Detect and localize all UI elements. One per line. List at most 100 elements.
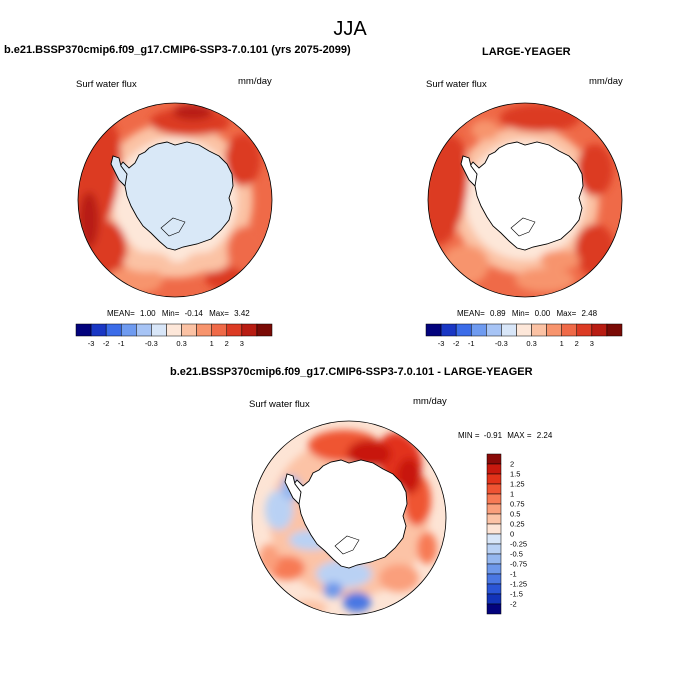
diff-colorbar-label: -0.25	[510, 540, 527, 549]
right-colorbar-box	[425, 323, 442, 337]
diff-peninsula	[284, 473, 302, 505]
right-colorbar-box	[606, 323, 623, 337]
left-colorbar-box	[226, 323, 243, 337]
right-polar-map	[427, 102, 623, 298]
left-mean-label: MEAN=	[107, 309, 135, 318]
left-stats: MEAN= 1.00 Min= -0.14 Max= 3.42	[107, 309, 250, 318]
left-colorbar-box	[166, 323, 182, 337]
diff-colorbar-box	[486, 463, 502, 475]
left-colorbar-box	[256, 323, 273, 337]
left-colorbar-box	[181, 323, 197, 337]
left-peninsula	[110, 155, 128, 187]
left-colorbar-label: -3	[88, 339, 95, 348]
left-colorbar-label: 0.3	[176, 339, 186, 348]
right-colorbar-box	[440, 323, 457, 337]
diff-colorbar-label: -0.75	[510, 560, 527, 569]
diff-colorbar-box	[486, 603, 502, 615]
diff-colorbar-box	[486, 583, 502, 595]
right-colorbar-box	[561, 323, 578, 337]
left-colorbar-box	[241, 323, 258, 337]
right-colorbar-box	[591, 323, 608, 337]
diff-colorbar-box	[486, 533, 502, 545]
diff-field-patch	[323, 582, 343, 598]
left-units-label: mm/day	[238, 76, 272, 87]
left-mean-value: 1.00	[140, 309, 156, 318]
left-colorbar-box	[211, 323, 228, 337]
diff-polar-map	[251, 420, 447, 616]
right-colorbar-box	[486, 323, 502, 337]
diff-colorbar-box	[486, 573, 502, 585]
right-colorbar-label: 3	[590, 339, 594, 348]
diff-colorbar-box	[486, 563, 502, 575]
diff-colorbar: 21.51.2510.750.50.250-0.25-0.5-0.75-1-1.…	[486, 453, 527, 615]
diff-colorbar-box	[486, 543, 502, 555]
left-variable-label: Surf water flux	[76, 79, 137, 90]
left-colorbar-label: -0.3	[145, 339, 158, 348]
diff-ross-shelf	[334, 535, 360, 555]
left-ross-shelf	[160, 217, 186, 237]
diff-colorbar-label: 0.5	[510, 510, 520, 519]
right-colorbar-box	[455, 323, 472, 337]
diff-colorbar-box	[486, 523, 502, 535]
diff-field-patch	[417, 532, 437, 564]
right-min-value: 0.00	[534, 309, 551, 318]
diff-colorbar-label: -1.5	[510, 590, 523, 599]
left-colorbar-box	[196, 323, 212, 337]
left-colorbar-label: 3	[240, 339, 244, 348]
right-mean-label: MEAN=	[457, 309, 485, 318]
diff-colorbar-label: 1	[510, 490, 514, 499]
diff-min-label: MIN =	[458, 431, 480, 440]
diff-colorbar-label: -1	[510, 570, 517, 579]
diff-field-patch	[379, 564, 419, 592]
diff-max-label: MAX =	[507, 431, 532, 440]
diff-max-value: 2.24	[536, 431, 553, 440]
right-field-patch	[471, 120, 499, 140]
diff-colorbar-box	[486, 493, 502, 505]
right-colorbar-box	[576, 323, 593, 337]
left-field-patch	[123, 252, 171, 272]
left-field-patch	[79, 192, 99, 248]
diff-min-value: -0.91	[483, 431, 503, 440]
left-colorbar: -3 -2 -1 -0.3 0.3 1 2 3	[75, 323, 273, 348]
right-colorbar-box	[531, 323, 547, 337]
left-colorbar-box	[90, 323, 107, 337]
diff-colorbar-label: 1.25	[510, 480, 525, 489]
left-field-patch	[225, 134, 261, 186]
left-colorbar-label: 1	[210, 339, 214, 348]
left-colorbar-box	[105, 323, 122, 337]
left-colorbar-label: -1	[118, 339, 125, 348]
right-colorbar-label: 0.3	[526, 339, 536, 348]
right-variable-label: Surf water flux	[426, 79, 487, 90]
diff-field-patch	[259, 544, 279, 572]
left-colorbar-box	[136, 323, 152, 337]
left-min-label: Min=	[161, 309, 180, 318]
right-colorbar-box	[470, 323, 487, 337]
diff-colorbar-box	[486, 503, 502, 515]
left-colorbar-box	[151, 323, 167, 337]
diff-colorbar-label: -1.25	[510, 580, 527, 589]
left-min-value: -0.14	[184, 309, 203, 318]
diff-colorbar-box	[486, 513, 502, 525]
diff-units-label: mm/day	[413, 396, 447, 407]
right-field-patch	[515, 268, 575, 292]
right-field-patch	[441, 245, 489, 285]
right-colorbar-box	[501, 323, 517, 337]
left-polar-map	[77, 102, 273, 298]
left-colorbar-box	[75, 323, 92, 337]
diff-variable-label: Surf water flux	[249, 399, 310, 410]
right-mean-value: 0.89	[490, 309, 506, 318]
right-max-label: Max=	[556, 309, 577, 318]
right-ross-shelf	[510, 217, 536, 237]
diff-colorbar-label: 2	[510, 460, 514, 469]
left-colorbar-label: 2	[225, 339, 229, 348]
diff-colorbar-label: 1.5	[510, 470, 520, 479]
left-map-border	[77, 102, 273, 298]
right-map-border	[427, 102, 623, 298]
diff-colorbar-label: 0.75	[510, 500, 525, 509]
right-field-patch	[577, 144, 613, 196]
right-peninsula	[460, 155, 478, 187]
right-colorbar-label: -1	[468, 339, 475, 348]
right-field-patch	[500, 104, 580, 132]
diff-colorbar-box	[486, 593, 502, 605]
diff-colorbar-box	[486, 553, 502, 565]
